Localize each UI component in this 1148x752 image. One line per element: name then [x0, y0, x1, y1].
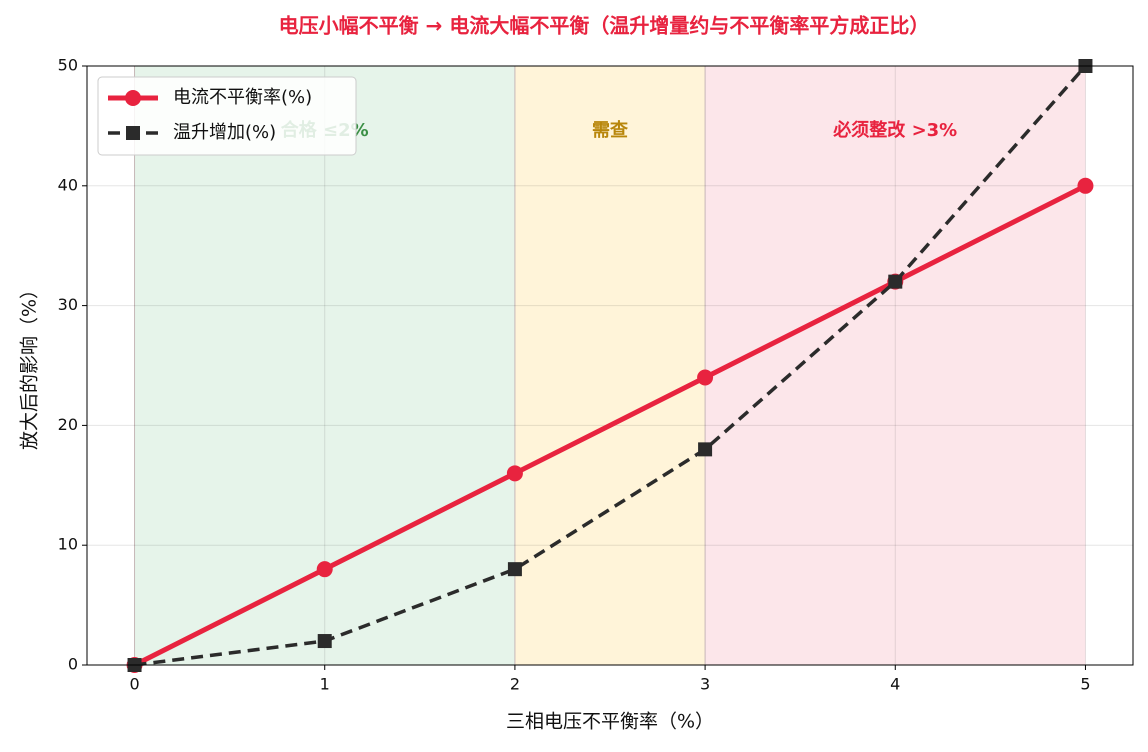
legend-label: 温升增加(%): [173, 122, 276, 143]
y-tick-label: 10: [58, 535, 78, 554]
point: [698, 442, 713, 457]
x-tick-label: 4: [890, 675, 900, 694]
legend-marker: [125, 90, 141, 106]
x-tick-label: 2: [510, 675, 520, 694]
x-tick-label: 3: [700, 675, 710, 694]
x-tick-label: 5: [1080, 675, 1090, 694]
point: [506, 465, 523, 482]
y-axis-label: 放大后的影响（%）: [19, 280, 41, 450]
x-tick-label: 1: [320, 675, 330, 694]
point: [507, 562, 522, 577]
region-label: 必须整改 >3%: [832, 119, 957, 141]
x-tick-label: 0: [129, 675, 139, 694]
y-tick-label: 50: [58, 56, 78, 75]
region-label: 需查: [592, 119, 628, 141]
y-tick-label: 20: [58, 415, 78, 434]
legend-box: [97, 76, 357, 156]
point: [317, 634, 332, 649]
series-line: [133, 183, 1087, 668]
point: [1077, 177, 1094, 194]
y-tick-label: 40: [58, 175, 78, 194]
plot-frame: [86, 65, 1134, 666]
y-tick-label: 0: [68, 655, 78, 674]
series-line: [134, 64, 1087, 667]
point: [697, 369, 714, 386]
legend-marker: [126, 126, 140, 140]
region: [514, 66, 706, 665]
point: [316, 561, 333, 578]
region: [705, 66, 1086, 665]
legend: 电流不平衡率(%) 温升增加(%): [97, 76, 357, 156]
x-axis-label: 三相电压不平衡率（%）: [506, 711, 714, 733]
point: [888, 274, 903, 289]
chart-title: 电压小幅不平衡 → 电流大幅不平衡（温升增量约与不平衡率平方成正比）: [279, 14, 930, 38]
y-tick-label: 30: [58, 295, 78, 314]
legend-label: 电流不平衡率(%): [173, 87, 312, 108]
